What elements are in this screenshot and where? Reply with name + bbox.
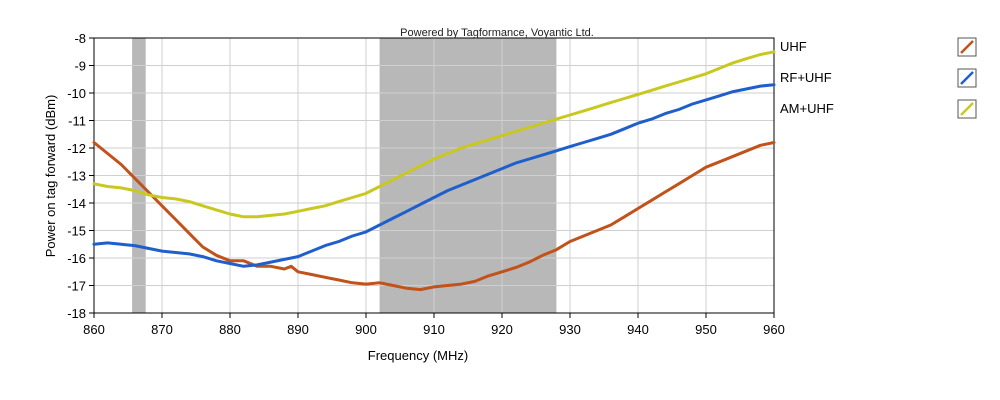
x-tick-label: 920 bbox=[491, 322, 513, 337]
series-line-am-uhf bbox=[92, 50, 776, 219]
legend-swatch-line bbox=[960, 102, 974, 116]
y-tick-label: -17 bbox=[67, 279, 86, 294]
series-label-rf-uhf: RF+UHF bbox=[780, 70, 832, 85]
series-end-labels: UHF RF+UHF AM+UHF bbox=[780, 39, 834, 116]
y-tick-label: -9 bbox=[74, 59, 86, 74]
x-tick-label: 860 bbox=[83, 322, 105, 337]
x-tick-label: 900 bbox=[355, 322, 377, 337]
y-tick-label: -16 bbox=[67, 251, 86, 266]
y-tick-label: -18 bbox=[67, 306, 86, 321]
series-label-uhf: UHF bbox=[780, 39, 807, 54]
legend-swatch-line bbox=[960, 71, 974, 85]
y-tick-label: -13 bbox=[67, 169, 86, 184]
x-tick-labels: 860 870 880 890 900 910 920 930 940 950 960 bbox=[83, 313, 785, 337]
y-tick-label: -15 bbox=[67, 224, 86, 239]
x-tick-label: 890 bbox=[287, 322, 309, 337]
series-line-uhf bbox=[92, 141, 776, 292]
x-tick-label: 930 bbox=[559, 322, 581, 337]
x-tick-label: 910 bbox=[423, 322, 445, 337]
series-line-rf-uhf bbox=[92, 83, 776, 268]
legend-swatch-line bbox=[960, 40, 974, 54]
x-tick-label: 960 bbox=[763, 322, 785, 337]
x-axis-title: Frequency (MHz) bbox=[368, 348, 468, 363]
x-tick-label: 880 bbox=[219, 322, 241, 337]
y-axis-title: Power on tag forward (dBm) bbox=[43, 95, 58, 258]
y-tick-label: -14 bbox=[67, 196, 86, 211]
series-lines bbox=[92, 50, 776, 292]
series-label-am-uhf: AM+UHF bbox=[780, 101, 834, 116]
y-tick-label: -11 bbox=[68, 114, 86, 129]
y-tick-label: -8 bbox=[74, 31, 86, 46]
legend bbox=[957, 37, 977, 119]
watermark-text: Powered by Tagformance, Voyantic Ltd. bbox=[400, 27, 594, 39]
x-tick-label: 870 bbox=[151, 322, 173, 337]
y-tick-label: -12 bbox=[67, 141, 86, 156]
y-tick-labels: -8 -9 -10 -11 -12 -13 -14 -15 -16 -17 -18 bbox=[67, 31, 94, 321]
y-tick-label: -10 bbox=[67, 86, 86, 101]
x-tick-label: 950 bbox=[695, 322, 717, 337]
x-tick-label: 940 bbox=[627, 322, 649, 337]
